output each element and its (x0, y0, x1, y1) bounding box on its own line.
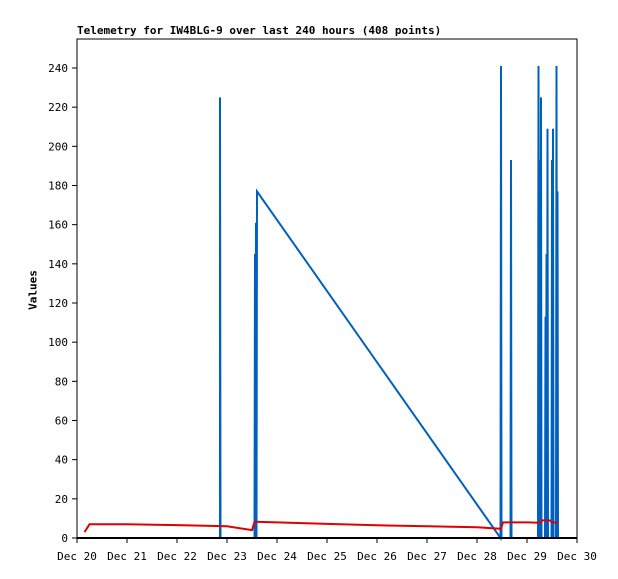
y-tick-label: 0 (61, 532, 68, 545)
y-tick-label: 60 (55, 415, 68, 428)
x-tick-label: Dec 27 (407, 550, 447, 563)
x-tick-label: Dec 26 (357, 550, 397, 563)
y-tick-label: 120 (48, 297, 68, 310)
y-tick-label: 20 (55, 493, 68, 506)
plot-area (76, 38, 578, 539)
y-tick-label: 220 (48, 101, 68, 114)
x-tick-label: Dec 30 (557, 550, 597, 563)
y-tick-label: 240 (48, 62, 68, 75)
y-tick-label: 160 (48, 219, 68, 232)
y-tick-label: 200 (48, 140, 68, 153)
x-tick-label: Dec 22 (157, 550, 197, 563)
x-tick-label: Dec 23 (207, 550, 247, 563)
chart-title: Telemetry for IW4BLG-9 over last 240 hou… (77, 24, 442, 37)
x-tick-label: Dec 29 (507, 550, 547, 563)
y-tick-label: 180 (48, 180, 68, 193)
y-tick-label: 100 (48, 336, 68, 349)
series-line-2 (83, 519, 559, 533)
x-tick-label: Dec 20 (57, 550, 97, 563)
x-tick-label: Dec 24 (257, 550, 297, 563)
y-tick-label: 140 (48, 258, 68, 271)
y-tick-label: 80 (55, 375, 68, 388)
y-tick-label: 40 (55, 454, 68, 467)
x-tick-label: Dec 21 (107, 550, 147, 563)
x-tick-label: Dec 28 (457, 550, 497, 563)
x-tick-label: Dec 25 (307, 550, 347, 563)
